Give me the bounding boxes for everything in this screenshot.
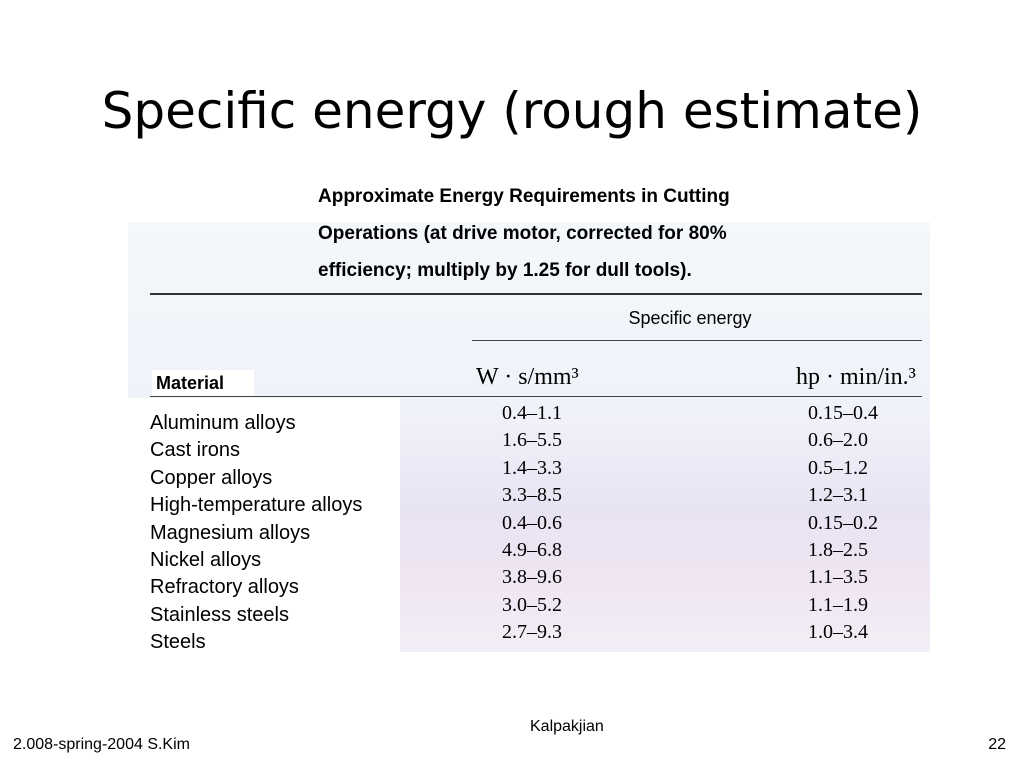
si-value-cell: 0.4–1.1	[502, 402, 562, 424]
material-cell: Stainless steels	[150, 603, 289, 626]
caption-line: efficiency; multiply by 1.25 for dull to…	[318, 260, 692, 281]
si-value-cell: 0.4–0.6	[502, 511, 562, 534]
imperial-value-cell: 1.2–3.1	[808, 484, 868, 507]
material-cell: Aluminum alloys	[150, 412, 296, 434]
course-footer: 2.008-spring-2004 S.Kim	[13, 736, 190, 753]
page-number: 22	[988, 736, 1006, 753]
si-value-cell: 4.9–6.8	[502, 538, 562, 561]
header-bottom-rule	[150, 396, 922, 397]
material-column: Aluminum alloys Cast irons Copper alloys…	[150, 410, 362, 657]
si-value-cell: 1.4–3.3	[502, 456, 562, 479]
imperial-value-cell: 0.15–0.4	[808, 402, 878, 424]
material-cell: Steels	[150, 631, 206, 654]
material-cell: Refractory alloys	[150, 576, 299, 599]
si-value-cell: 2.7–9.3	[502, 621, 562, 644]
si-value-cell: 1.6–5.5	[502, 429, 562, 452]
si-value-cell: 3.3–8.5	[502, 484, 562, 507]
material-header: Material	[152, 370, 254, 396]
imperial-value-cell: 0.5–1.2	[808, 456, 868, 479]
imperial-value-column: 0.15–0.4 0.6–2.0 0.5–1.2 1.2–3.1 0.15–0.…	[808, 400, 878, 647]
si-value-column: 0.4–1.1 1.6–5.5 1.4–3.3 3.3–8.5 0.4–0.6 …	[502, 400, 562, 647]
imperial-value-cell: 1.1–3.5	[808, 566, 868, 589]
source-credit: Kalpakjian	[530, 718, 604, 735]
caption-line: Approximate Energy Requirements in Cutti…	[318, 186, 730, 207]
si-value-cell: 3.8–9.6	[502, 566, 562, 589]
imperial-value-cell: 1.8–2.5	[808, 538, 868, 561]
table-top-rule	[150, 293, 922, 295]
table-caption: Approximate Energy Requirements in Cutti…	[318, 178, 918, 289]
imperial-value-cell: 1.1–1.9	[808, 593, 868, 616]
material-cell: Cast irons	[150, 439, 241, 462]
slide-title: Specific energy (rough estimate)	[101, 82, 923, 140]
material-cell: Copper alloys	[150, 466, 273, 489]
material-cell: High-temperature alloys	[150, 494, 363, 517]
unit-imperial-header: hp · min/in.³	[796, 364, 916, 390]
material-column-background	[128, 398, 400, 652]
specific-energy-header: Specific energy	[628, 308, 752, 328]
imperial-value-cell: 1.0–3.4	[808, 621, 868, 644]
imperial-value-cell: 0.15–0.2	[808, 511, 878, 534]
imperial-value-cell: 0.6–2.0	[808, 429, 868, 452]
caption-line: Operations (at drive motor, corrected fo…	[318, 223, 727, 244]
unit-si-header: W · s/mm³	[476, 364, 579, 390]
si-value-cell: 3.0–5.2	[502, 593, 562, 616]
material-cell: Nickel alloys	[150, 548, 262, 571]
scanned-values-background	[400, 400, 930, 652]
material-cell: Magnesium alloys	[150, 521, 311, 544]
specific-energy-rule	[472, 340, 922, 341]
